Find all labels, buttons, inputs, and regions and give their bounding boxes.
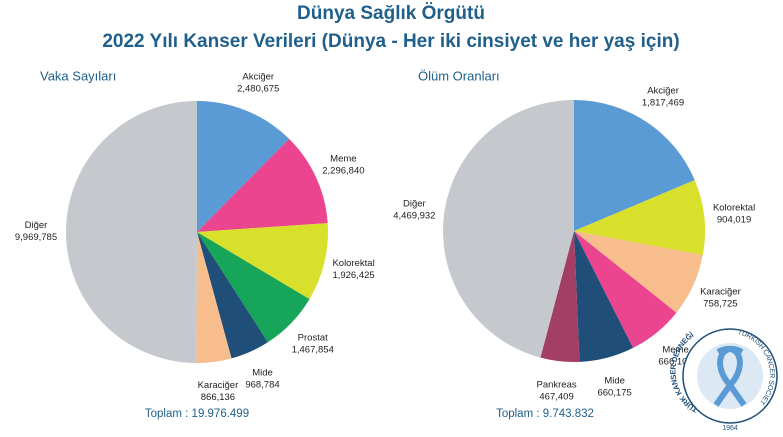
- slice-label: Kolorektal: [713, 202, 755, 213]
- pie-slice: [574, 231, 634, 362]
- pie-slice: [574, 180, 705, 255]
- slice-label: Mide: [604, 375, 625, 386]
- slice-label: Prostat: [298, 332, 328, 343]
- slice-value-label: 758,725: [703, 298, 737, 309]
- slice-value-label: 467,409: [539, 392, 573, 403]
- slice-value-label: 9,969,785: [15, 232, 57, 243]
- slice-label: Pankreas: [536, 380, 576, 391]
- page-subtitle: 2022 Yılı Kanser Verileri (Dünya - Her i…: [102, 31, 679, 52]
- pie-slice: [196, 232, 232, 363]
- pie-slice: [197, 223, 328, 300]
- slice-label: Mide: [252, 368, 273, 379]
- pie-slice: [197, 138, 328, 232]
- slice-value-label: 4,469,932: [393, 211, 435, 222]
- pie-slice: [66, 101, 197, 363]
- pie-slice: [540, 231, 580, 362]
- pie-slice: [574, 231, 703, 313]
- slice-value-label: 866,136: [201, 392, 235, 403]
- slice-label: Diğer: [25, 220, 48, 231]
- slice-label: Diğer: [403, 199, 426, 210]
- slice-value-label: 1,467,854: [292, 344, 334, 355]
- total-label: Toplam : 19.976.499: [145, 408, 249, 420]
- slice-label: Meme: [330, 153, 356, 164]
- slice-value-label: 2,480,675: [237, 84, 279, 95]
- pie-slice: [574, 100, 695, 231]
- slice-label: Meme: [662, 344, 688, 355]
- page-title: Dünya Sağlık Örgütü: [297, 3, 485, 24]
- chart-title: Ölüm Oranları: [418, 68, 500, 83]
- slice-value-label: 1,817,469: [642, 97, 684, 108]
- slice-value-label: 904,019: [717, 214, 751, 225]
- pie-slice: [197, 232, 268, 359]
- slice-value-label: 1,926,425: [332, 270, 374, 281]
- pie-slice: [574, 231, 677, 348]
- logo-year: 1964: [722, 425, 738, 432]
- pie-slice: [197, 101, 290, 232]
- slice-label: Karaciğer: [700, 286, 741, 297]
- chart-title: Vaka Sayıları: [40, 68, 116, 83]
- total-label: Toplam : 9.743.832: [496, 408, 594, 420]
- slice-label: Akciğer: [647, 85, 679, 96]
- slice-value-label: 968,784: [245, 380, 279, 391]
- slice-label: Akciğer: [242, 72, 274, 83]
- slice-value-label: 2,296,840: [322, 165, 364, 176]
- pie-slice: [197, 232, 310, 343]
- slice-label: Kolorektal: [332, 258, 374, 269]
- slice-label: Karaciğer: [198, 380, 239, 391]
- pie-slice: [443, 100, 574, 358]
- logo-ribbon: [713, 346, 747, 407]
- slice-value-label: 666,103: [658, 356, 692, 367]
- logo-inner: [697, 343, 763, 409]
- slice-value-label: 660,175: [597, 387, 631, 398]
